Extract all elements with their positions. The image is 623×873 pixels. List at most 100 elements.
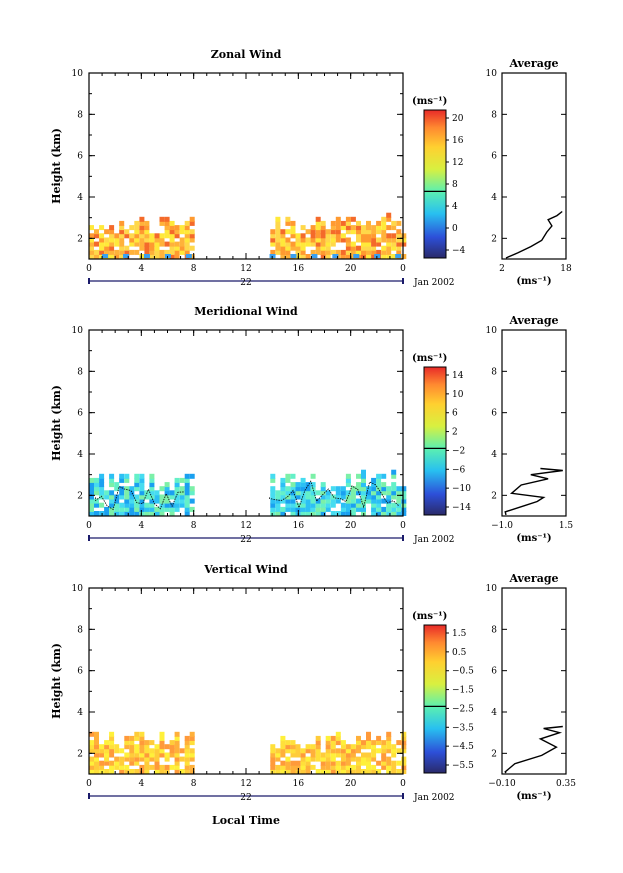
heatmap-cell	[371, 748, 377, 754]
heatmap-cell	[376, 511, 382, 516]
heatmap-cell	[391, 486, 397, 492]
heatmap-cell	[174, 506, 180, 512]
heatmap-cell	[270, 506, 276, 512]
heatmap-cell	[391, 490, 397, 496]
heatmap-cell	[189, 233, 195, 239]
heatmap-cell	[109, 764, 115, 770]
heatmap-cell	[99, 477, 105, 483]
heatmap-cell	[295, 237, 301, 243]
heatmap-cell	[184, 744, 190, 750]
heatmap-cell	[154, 490, 160, 496]
heatmap-cell	[386, 233, 392, 239]
heatmap-cell	[396, 490, 402, 496]
heatmap-cell	[330, 486, 336, 492]
heatmap-cell	[99, 752, 105, 758]
heatmap-cell	[179, 229, 185, 235]
heatmap-cell	[366, 220, 371, 226]
heatmap-cell	[129, 498, 135, 504]
heatmap-cell	[280, 482, 286, 488]
heatmap-cell	[290, 760, 296, 766]
heatmap-cells	[89, 731, 407, 774]
colorbar-tick-label: −4.5	[452, 742, 474, 752]
heatmap-cell	[179, 490, 185, 496]
heatmap-cell	[330, 740, 336, 746]
heatmap-cell	[345, 752, 351, 758]
heatmap-cell	[280, 237, 286, 243]
heatmap-cell	[149, 486, 155, 492]
heatmap-cell	[89, 756, 94, 762]
heatmap-cell	[300, 477, 306, 483]
y-tick-label: 2	[77, 749, 83, 759]
average-frame	[501, 72, 567, 260]
colorbar-tick-label: 20	[452, 114, 464, 124]
heatmap-cell	[89, 494, 94, 500]
heatmap-cell	[154, 237, 160, 243]
heatmap-cell	[189, 731, 195, 737]
heatmap-cell	[104, 511, 110, 516]
heatmap-cell	[139, 756, 145, 762]
heatmap-cell	[164, 225, 170, 231]
heatmap-cell	[159, 735, 165, 741]
heatmap-cell	[396, 486, 402, 492]
heatmap-cell	[119, 760, 125, 766]
heatmap-cell	[174, 731, 180, 737]
heatmap-cell	[315, 744, 321, 750]
heatmap-cell	[174, 233, 180, 239]
colorbar	[423, 109, 447, 259]
heatmap-cell	[356, 760, 361, 766]
heatmap-cell	[139, 769, 145, 774]
heatmap-cell	[295, 490, 301, 496]
heatmap-cell	[295, 744, 301, 750]
heatmap-cell	[174, 498, 180, 504]
heatmap-cell	[109, 249, 115, 255]
heatmap-cell	[104, 752, 110, 758]
heatmap-cell	[401, 764, 407, 770]
heatmap-cell	[174, 502, 180, 508]
heatmap-cell	[340, 225, 346, 231]
colorbar-tick-label: −0.5	[452, 667, 474, 677]
heatmap-cell	[381, 498, 387, 504]
heatmap-cell	[189, 769, 195, 774]
heatmap-cell	[366, 756, 371, 762]
heatmap-cell	[139, 506, 145, 512]
heatmap-cell	[99, 245, 105, 251]
heatmap-cell	[290, 254, 297, 258]
heatmap-cell	[340, 740, 346, 746]
heatmap-cell	[396, 506, 402, 512]
heatmap-cell	[366, 498, 371, 504]
heatmap-cell	[371, 249, 377, 255]
heatmap-cell	[366, 254, 371, 259]
heatmap-cell	[290, 490, 296, 496]
heatmap-cell	[325, 760, 331, 766]
heatmap-cell	[335, 748, 341, 754]
heatmap-cell	[184, 769, 190, 774]
heatmap-cell	[386, 731, 392, 737]
heatmap-cell	[124, 511, 130, 516]
x-tick-label: 16	[293, 779, 305, 789]
heatmap-cell	[376, 748, 382, 754]
heatmap-cell	[335, 760, 341, 766]
heatmap-cell	[114, 760, 120, 766]
heatmap-cell	[335, 229, 341, 235]
heatmap-cell	[119, 220, 125, 226]
heatmap-cell	[325, 502, 331, 508]
heatmap-cell	[396, 249, 402, 255]
heatmap-cell	[154, 756, 160, 762]
heatmap-cell	[109, 511, 115, 516]
heatmap-cell	[124, 506, 130, 512]
heatmap-cell	[149, 473, 155, 479]
heatmap-cell	[149, 482, 155, 488]
heatmap-cell	[119, 502, 125, 508]
heatmap-cell	[139, 220, 145, 226]
colorbar-tick-label: 0	[452, 224, 458, 234]
heatmap-cell	[315, 249, 321, 255]
heatmap-cell	[305, 506, 311, 512]
heatmap-cell	[305, 760, 311, 766]
heatmap-cell	[104, 748, 110, 754]
heatmap-cell	[154, 241, 160, 247]
heatmap-cell	[366, 744, 371, 750]
heatmap-cell	[139, 237, 145, 243]
heatmap-cell	[94, 769, 99, 774]
heatmap-cell	[189, 506, 195, 512]
